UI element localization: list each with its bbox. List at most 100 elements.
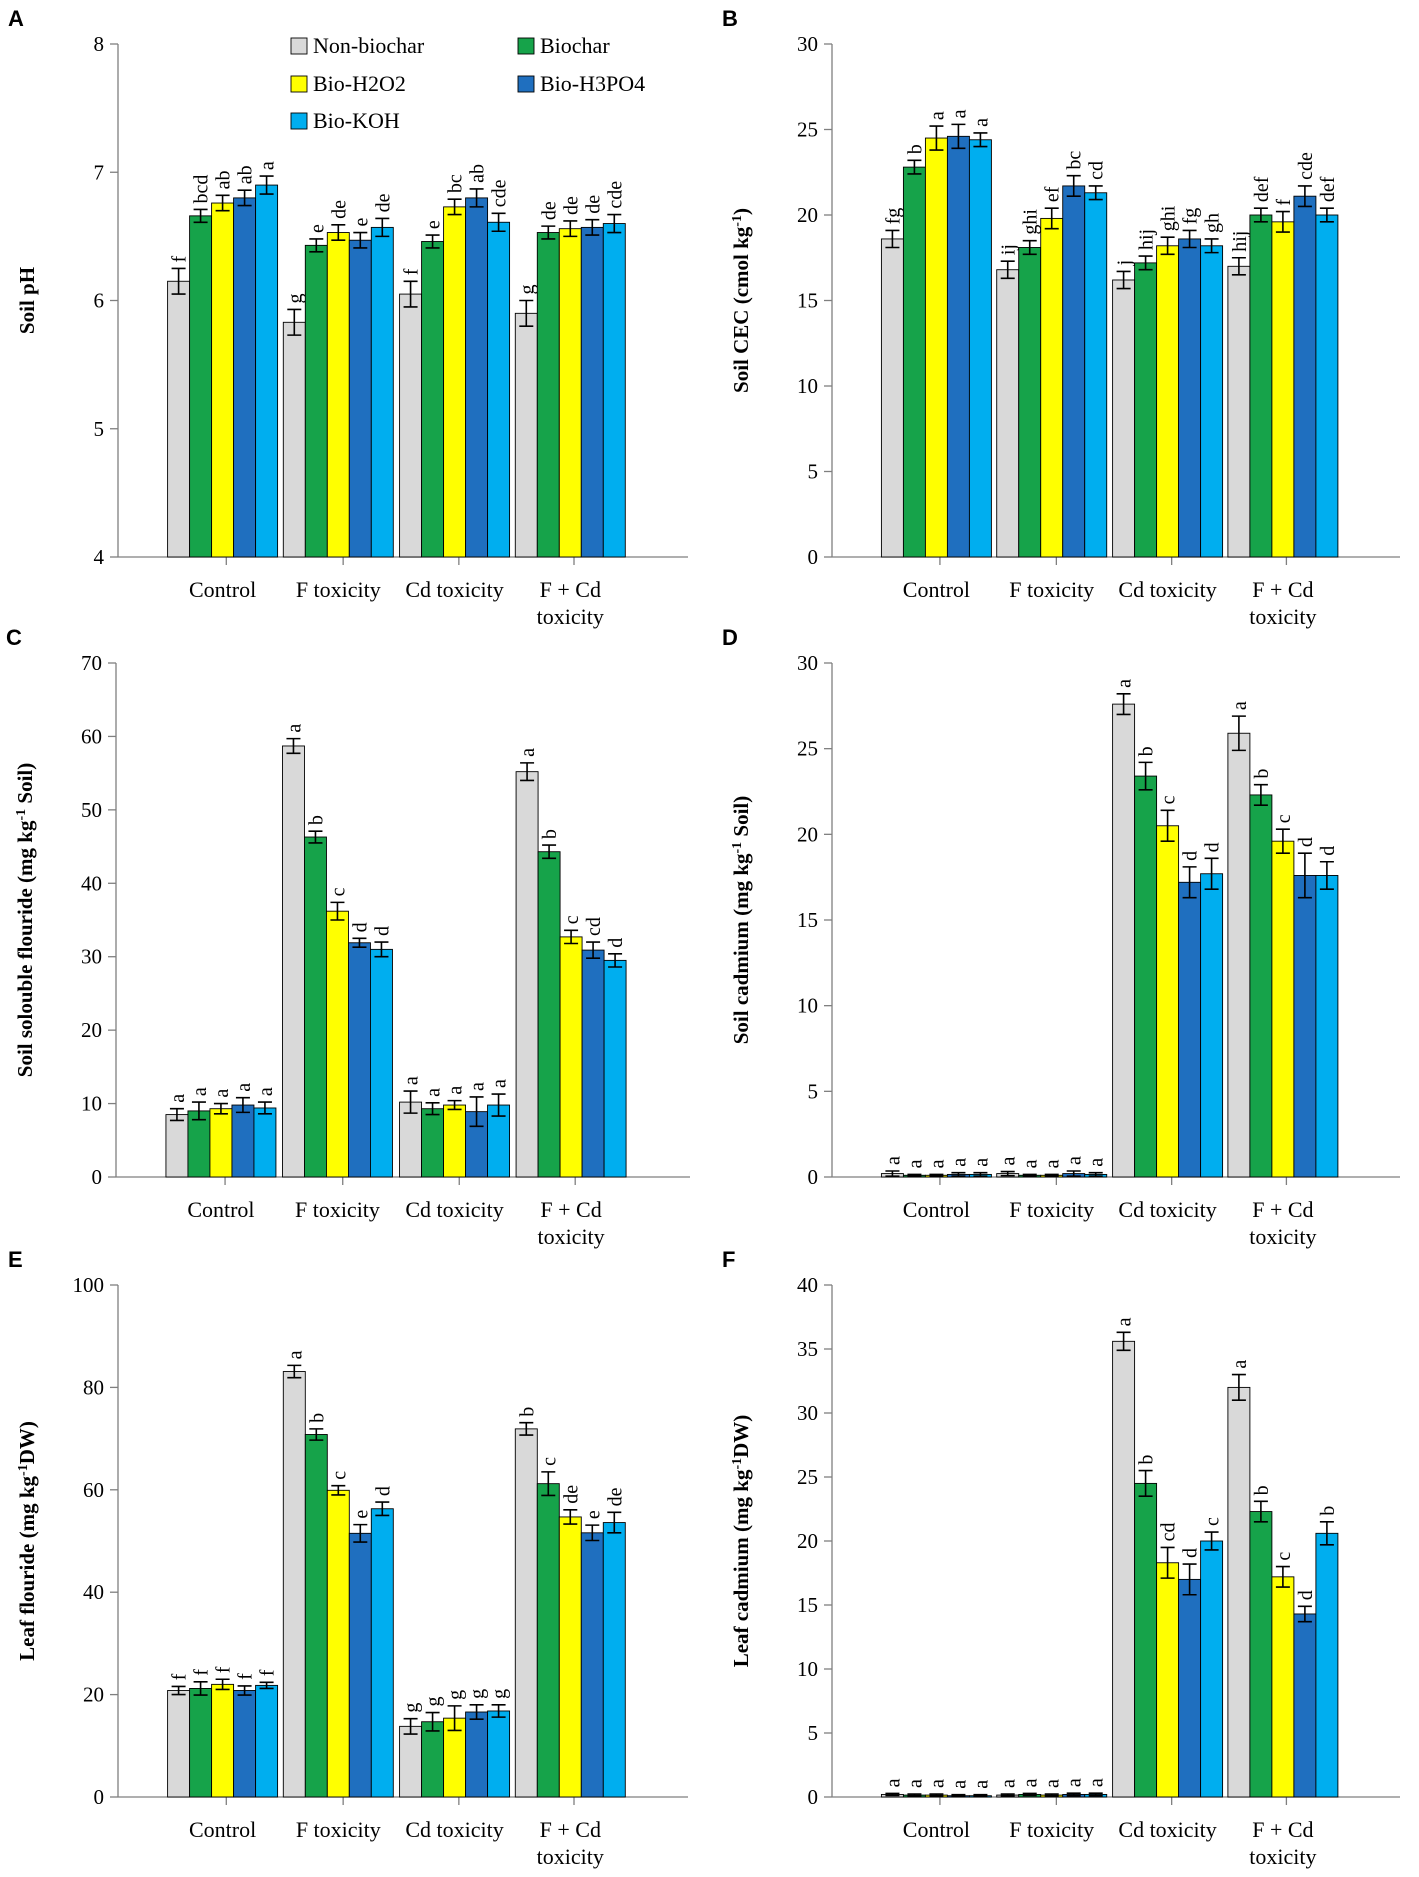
error-bar (1000, 260, 1015, 280)
significance-label: g (401, 1703, 423, 1713)
error-bar (586, 941, 601, 959)
y-axis-title: Leaf flouride (mg kg-1DW) (15, 1421, 39, 1661)
y-tick-label: 30 (797, 1401, 818, 1425)
bar-bio-koh (487, 1710, 511, 1798)
error-bar (520, 762, 535, 782)
bar-bio-h2o2 (326, 1489, 350, 1798)
category-label: Control (903, 1817, 970, 1842)
error-bar (469, 188, 484, 208)
significance-label: ab (467, 164, 489, 183)
error-bar (564, 929, 579, 945)
error-bar (1044, 207, 1059, 230)
y-tick-label: 20 (797, 203, 818, 227)
error-bar (607, 1511, 622, 1534)
significance-label: de (328, 200, 350, 219)
significance-label: bc (1064, 151, 1086, 170)
error-bar (1231, 715, 1246, 752)
significance-label: a (1114, 679, 1136, 688)
y-tick-label: 6 (94, 289, 105, 313)
y-tick-label: 100 (73, 1273, 105, 1297)
bar-biochar (902, 166, 926, 558)
y-tick-label: 80 (83, 1375, 104, 1399)
bar-biochar (421, 1721, 445, 1798)
error-bar (1182, 866, 1197, 899)
error-bar (287, 1364, 302, 1379)
bar-non-biochar (880, 238, 904, 558)
category-label: F + Cd (1252, 1197, 1313, 1222)
error-bar (353, 231, 368, 249)
significance-label: a (1086, 1158, 1108, 1167)
error-bar (308, 830, 323, 844)
y-tick-label: 10 (81, 1092, 102, 1116)
y-tick-label: 15 (797, 1593, 818, 1617)
error-bar (1231, 1373, 1246, 1401)
significance-label: hij (1136, 229, 1158, 250)
significance-label: g (423, 1697, 445, 1707)
significance-label: b (1136, 1455, 1158, 1465)
bar-biochar (421, 1108, 445, 1178)
error-bar (1182, 229, 1197, 249)
significance-label: de (538, 201, 560, 220)
bar-bio-h3po4 (1178, 881, 1202, 1178)
significance-label: ghi (1158, 205, 1180, 231)
error-bar (1116, 270, 1131, 290)
error-bar (352, 937, 367, 948)
error-bar (1275, 828, 1290, 854)
significance-label: d (1202, 842, 1224, 852)
panel-letter: F (722, 1247, 735, 1272)
significance-label: c (1202, 1517, 1224, 1526)
significance-label: ef (1042, 186, 1064, 202)
error-bar (563, 220, 578, 238)
significance-label: def (1251, 176, 1273, 202)
panel-letter: B (722, 6, 738, 31)
significance-label: cd (1086, 161, 1108, 180)
significance-label: fg (1180, 208, 1202, 225)
error-bar (171, 1685, 186, 1696)
bar-bio-h2o2 (443, 206, 467, 558)
significance-label: a (1064, 1156, 1086, 1165)
bar-biochar (187, 1110, 211, 1178)
significance-label: b (1136, 746, 1158, 756)
bar-bio-h3po4 (580, 226, 604, 558)
significance-label: f (401, 268, 423, 275)
bar-bio-koh (255, 1684, 279, 1798)
bar-bio-koh (370, 948, 393, 1178)
bar-bio-h3po4 (231, 1104, 255, 1178)
y-axis-title: Soil CEC (cmol kg-1) (729, 208, 753, 393)
legend-label: Bio-H3PO4 (540, 71, 645, 96)
category-label: F toxicity (295, 1197, 380, 1222)
error-bar (1160, 236, 1175, 256)
significance-label: a (423, 1088, 445, 1097)
significance-label: g (489, 1689, 511, 1699)
bar-bio-koh (1200, 1540, 1224, 1798)
significance-label: a (283, 724, 305, 733)
bar-bio-h2o2 (1156, 245, 1180, 558)
significance-label: a (445, 1086, 467, 1095)
significance-label: de (372, 193, 394, 212)
error-bar (1204, 857, 1219, 890)
significance-label: c (561, 915, 583, 924)
category-label: toxicity (1249, 604, 1316, 629)
error-bar (519, 1421, 534, 1436)
category-label: F + Cd (540, 577, 601, 602)
error-bar (929, 1793, 944, 1797)
bar-bio-h2o2 (1156, 1562, 1180, 1798)
panel-letter: D (722, 625, 738, 650)
bar-non-biochar (515, 771, 539, 1178)
significance-label: a (882, 1778, 904, 1787)
error-bar (1088, 1792, 1103, 1797)
bar-biochar (1249, 214, 1273, 558)
bar-bio-h2o2 (558, 1516, 582, 1798)
y-tick-label: 35 (797, 1337, 818, 1361)
significance-label: cd (1158, 1523, 1180, 1542)
category-label: Cd toxicity (405, 1817, 503, 1842)
bar-bio-h3po4 (465, 197, 489, 558)
bar-bio-h2o2 (326, 910, 349, 1178)
bar-non-biochar (996, 269, 1020, 558)
bar-bio-h3po4 (233, 1690, 257, 1798)
error-bar (907, 1793, 922, 1797)
significance-label: b (539, 829, 561, 839)
bar-bio-h3po4 (1293, 1613, 1317, 1798)
y-tick-label: 60 (83, 1478, 104, 1502)
